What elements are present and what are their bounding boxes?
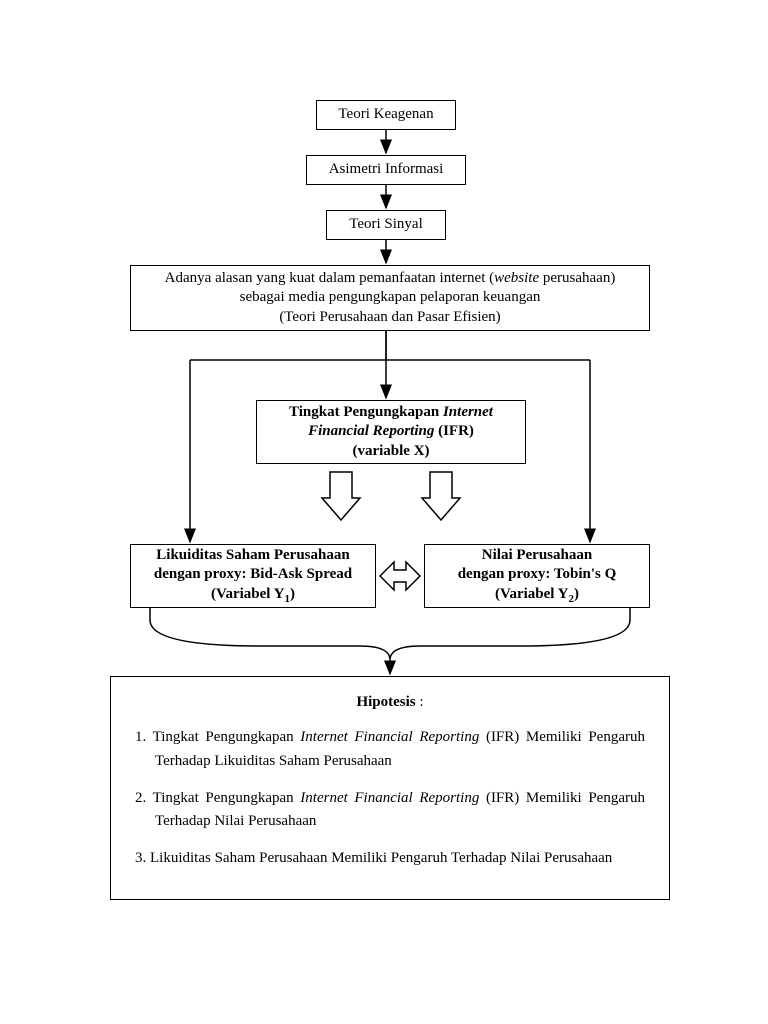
item-num: 1. [135, 729, 153, 745]
node-line: Adanya alasan yang kuat dalam pemanfaata… [165, 269, 616, 289]
text: ) [574, 586, 579, 602]
text-italic: Internet Financial Reporting [300, 729, 479, 745]
text: (IFR) [434, 423, 474, 439]
node-ifr-x: Tingkat Pengungkapan Internet Financial … [256, 400, 526, 464]
node-text: Asimetri Informasi [329, 160, 444, 180]
node-asimetri-informasi: Asimetri Informasi [306, 155, 466, 185]
node-line: dengan proxy: Bid-Ask Spread [154, 565, 352, 585]
node-text: Teori Keagenan [338, 105, 433, 125]
brace-connector [150, 620, 630, 660]
hipotesis-item: 3. Likuiditas Saham Perusahaan Memiliki … [135, 847, 645, 870]
text-italic: Financial Reporting [308, 423, 434, 439]
node-line: (variable X) [352, 442, 429, 462]
hipotesis-list: 1. Tingkat Pengungkapan Internet Financi… [135, 726, 645, 870]
block-arrow-down-left [322, 472, 360, 520]
node-line: sebagai media pengungkapan pelaporan keu… [240, 288, 541, 308]
text: perusahaan) [539, 270, 615, 286]
item-num: 3. [135, 850, 150, 866]
node-line: (Teori Perusahaan dan Pasar Efisien) [279, 308, 500, 328]
node-nilai-y2: Nilai Perusahaan dengan proxy: Tobin's Q… [424, 544, 650, 608]
text: Tingkat Pengungkapan [289, 404, 443, 420]
node-alasan-internet: Adanya alasan yang kuat dalam pemanfaata… [130, 265, 650, 331]
text: ) [290, 586, 295, 602]
block-arrow-bidirectional [380, 562, 420, 590]
node-text: Teori Sinyal [349, 215, 423, 235]
node-line: Tingkat Pengungkapan Internet [289, 403, 493, 423]
node-hipotesis: Hipotesis : 1. Tingkat Pengungkapan Inte… [110, 676, 670, 900]
text: (Variabel Y [495, 586, 568, 602]
text: Likuiditas Saham Perusahaan Memiliki Pen… [150, 850, 612, 866]
title-colon: : [416, 694, 424, 710]
item-num: 2. [135, 790, 153, 806]
title-bold: Hipotesis [356, 694, 415, 710]
hipotesis-item: 2. Tingkat Pengungkapan Internet Financi… [135, 787, 645, 834]
text: Tingkat Pengungkapan [153, 729, 301, 745]
node-line: (Variabel Y2) [495, 585, 579, 606]
text: Adanya alasan yang kuat dalam pemanfaata… [165, 270, 494, 286]
hipotesis-item: 1. Tingkat Pengungkapan Internet Financi… [135, 726, 645, 773]
node-line: dengan proxy: Tobin's Q [458, 565, 617, 585]
node-line: (Variabel Y1) [211, 585, 295, 606]
node-teori-keagenan: Teori Keagenan [316, 100, 456, 130]
node-line: Financial Reporting (IFR) [308, 422, 474, 442]
text-italic: website [494, 270, 539, 286]
block-arrow-down-right [422, 472, 460, 520]
node-line: Likuiditas Saham Perusahaan [156, 546, 349, 566]
node-likuiditas-y1: Likuiditas Saham Perusahaan dengan proxy… [130, 544, 376, 608]
text: (Variabel Y [211, 586, 284, 602]
node-line: Nilai Perusahaan [482, 546, 592, 566]
text-italic: Internet [443, 404, 493, 420]
node-teori-sinyal: Teori Sinyal [326, 210, 446, 240]
hipotesis-title: Hipotesis : [135, 691, 645, 714]
text: Tingkat Pengungkapan [153, 790, 301, 806]
text-italic: Internet Financial Reporting [300, 790, 479, 806]
